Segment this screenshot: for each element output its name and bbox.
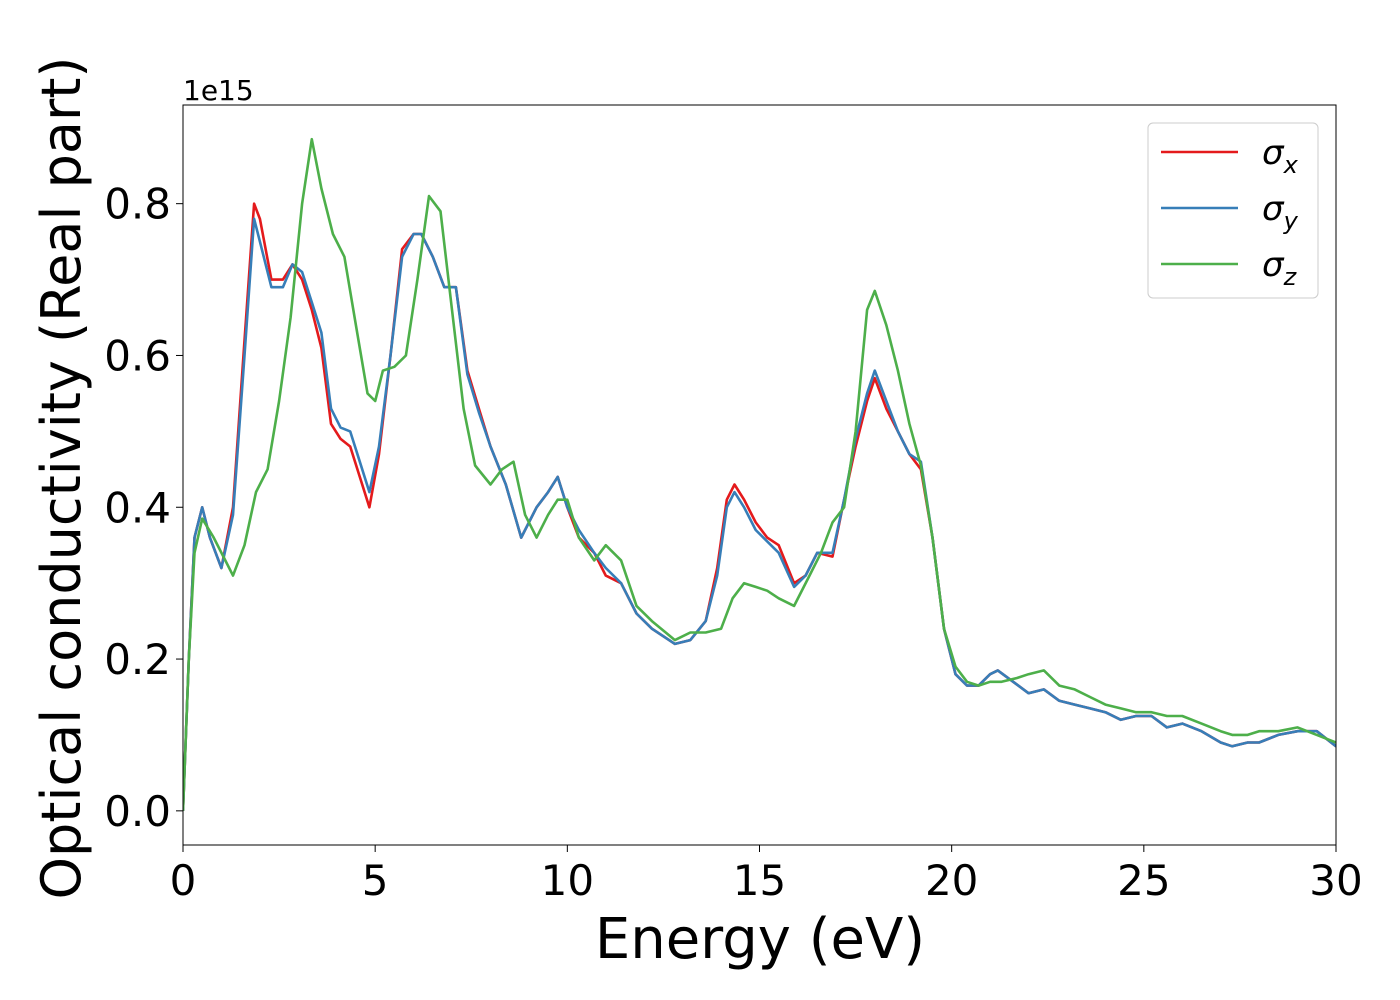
y-tick-label: 0.6: [104, 331, 171, 380]
x-tick-label: 30: [1309, 856, 1362, 905]
y-tick-label: 0.4: [104, 483, 171, 532]
x-tick-label: 10: [541, 856, 594, 905]
x-tick-label: 20: [925, 856, 978, 905]
legend-box: [1147, 122, 1319, 299]
series-line-y: [183, 217, 1336, 811]
x-axis-title: Energy (eV): [595, 907, 925, 972]
legend: σx σy σz: [1147, 122, 1319, 299]
legend-label-y: σy: [1262, 189, 1299, 235]
y-tick-label: 0.0: [104, 787, 171, 836]
x-tick-label: 5: [362, 856, 389, 905]
x-tick-label: 15: [733, 856, 786, 905]
series-layer: [183, 137, 1336, 811]
y-tick-label: 0.2: [104, 635, 171, 684]
y-axis-ticks: 0.0 0.2 0.4 0.6 0.8: [104, 180, 183, 836]
legend-label-x: σx: [1262, 133, 1299, 179]
legend-label-z: σz: [1262, 245, 1298, 291]
y-tick-label: 0.8: [104, 180, 171, 229]
series-line-z: [183, 137, 1336, 811]
x-axis-ticks: 0 5 10 15 20 25 30: [170, 845, 1363, 905]
y-axis-title: Optical conductivity (Real part): [30, 57, 93, 900]
x-tick-label: 0: [170, 856, 197, 905]
x-tick-label: 25: [1117, 856, 1170, 905]
y-axis-offset-text: 1e15: [183, 74, 254, 107]
